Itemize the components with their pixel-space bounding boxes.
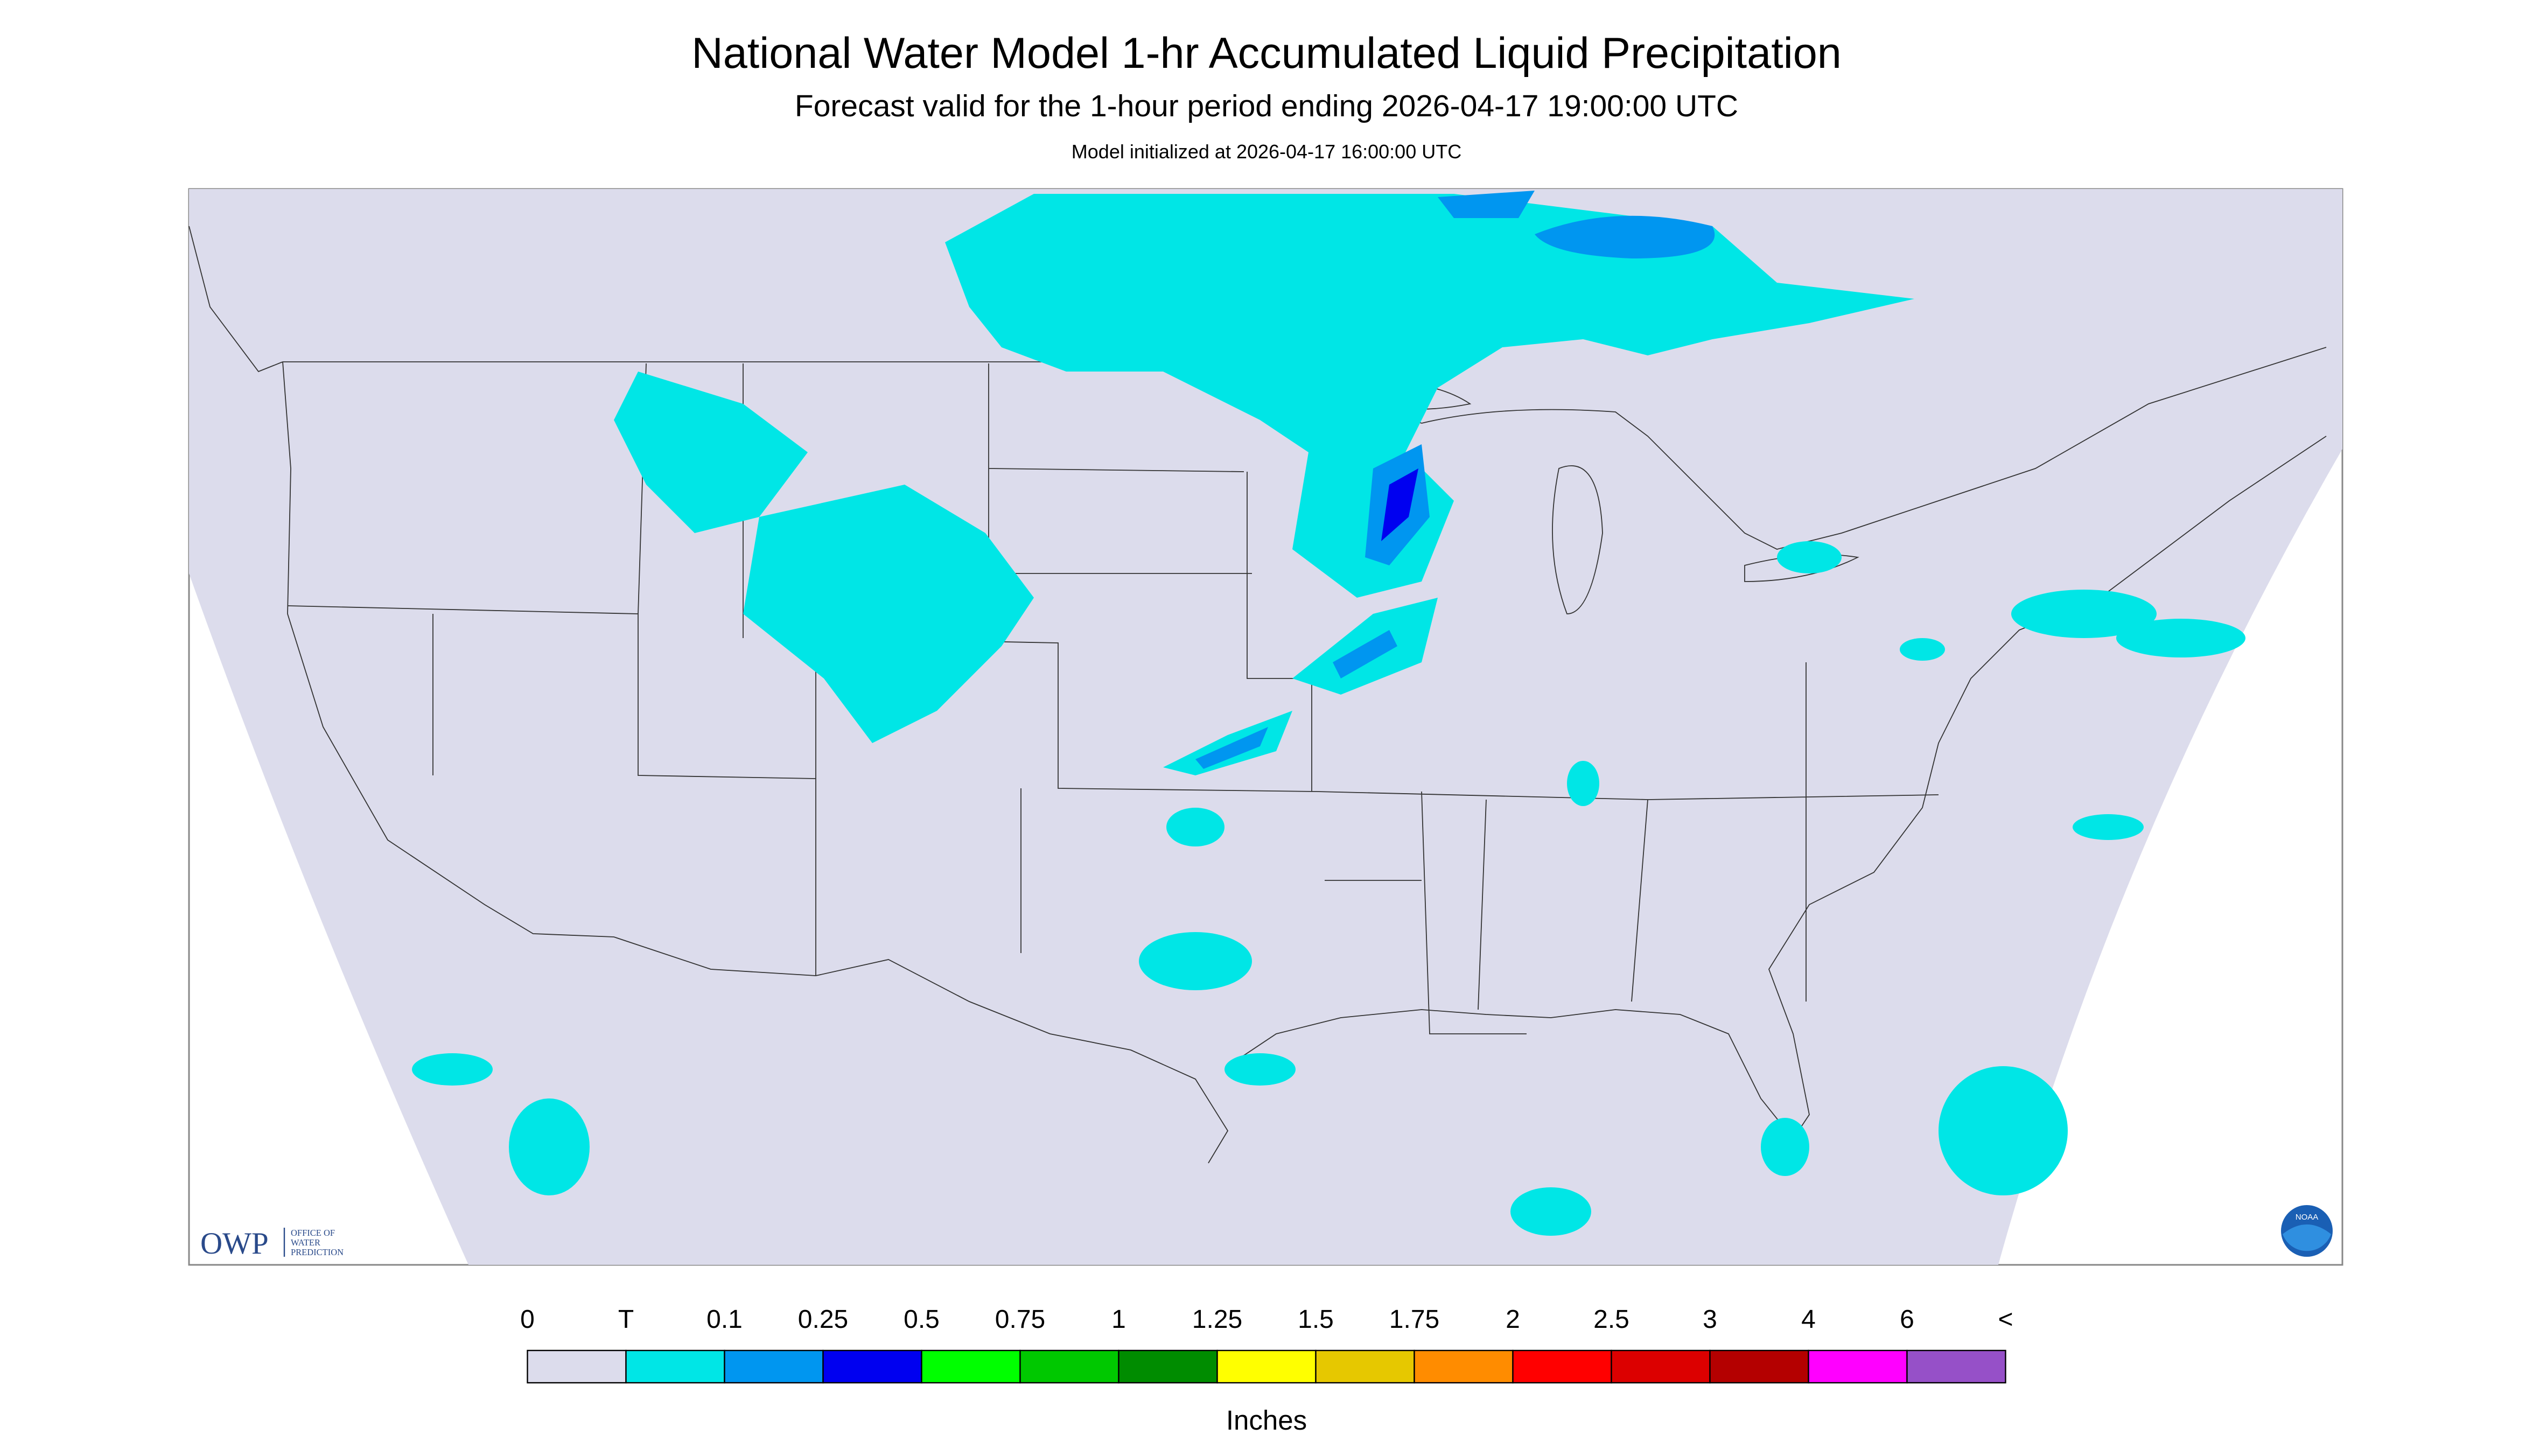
precip-area	[2116, 619, 2245, 658]
legend-label: 0.75	[995, 1305, 1045, 1334]
precip-area	[2011, 590, 2157, 639]
subtitle: Forecast valid for the 1-hour period end…	[795, 89, 1738, 123]
legend-label: 1.75	[1389, 1305, 1439, 1334]
noaa-wave	[2283, 1224, 2331, 1251]
owp-logo: OWP OFFICE OF WATER PREDICTION	[200, 1227, 344, 1261]
legend-swatch	[625, 1349, 725, 1384]
legend-swatch	[1118, 1349, 1218, 1384]
precip-area	[614, 372, 1034, 744]
legend: Inches 0 T 0.1 0.25 0.5 0.75 1 1.25 1.5 1.75 2 2.5 3…	[520, 1305, 2013, 1436]
legend-swatch	[1512, 1349, 1612, 1384]
precip-area	[1195, 444, 1430, 769]
legend-label: 2	[1506, 1305, 1520, 1334]
legend-swatch	[1315, 1349, 1415, 1384]
legend-label: 3	[1703, 1305, 1717, 1334]
precip-area	[945, 194, 1914, 598]
precip-area	[1381, 468, 1418, 542]
precip-area	[1900, 638, 1945, 661]
precip-area	[1438, 191, 1715, 259]
legend-label: 1.5	[1298, 1305, 1334, 1334]
legend-swatch	[1709, 1349, 1809, 1384]
legend-swatch	[1216, 1349, 1317, 1384]
precip-area	[412, 1053, 493, 1086]
legend-label: 2.5	[1593, 1305, 1629, 1334]
legend-label: 0.25	[798, 1305, 848, 1334]
precip-area	[2073, 814, 2144, 841]
precip-area	[509, 1098, 590, 1196]
legend-label: 1	[1111, 1305, 1126, 1334]
legend-swatch	[527, 1349, 627, 1384]
precip-area	[1166, 808, 1224, 847]
legend-label: 0.5	[904, 1305, 940, 1334]
title: National Water Model 1-hr Accumulated Li…	[691, 29, 1842, 78]
owp-name: PREDICTION	[291, 1247, 344, 1257]
init-note: Model initialized at 2026-04-17 16:00:00…	[1072, 141, 1461, 163]
legend-swatch	[822, 1349, 922, 1384]
precip-area	[1777, 541, 1842, 574]
legend-swatch	[1019, 1349, 1119, 1384]
great-lakes	[1421, 347, 2327, 550]
owp-logo-text: OWP	[200, 1227, 269, 1261]
legend-swatch	[921, 1349, 1021, 1384]
legend-swatch	[1808, 1349, 1908, 1384]
noaa-logo: NOAA	[2281, 1205, 2333, 1257]
legend-swatch	[1906, 1349, 2006, 1384]
precip-area	[1510, 1187, 1591, 1236]
noaa-text: NOAA	[2296, 1213, 2319, 1222]
precip-area	[1567, 761, 1599, 807]
owp-name: WATER	[291, 1237, 320, 1248]
precip-area	[1224, 1053, 1296, 1086]
legend-label: 0.1	[706, 1305, 743, 1334]
coast	[188, 226, 1229, 1164]
precip-area	[1761, 1118, 1809, 1177]
legend-label: 0	[520, 1305, 535, 1334]
legend-swatch	[1611, 1349, 1711, 1384]
legend-swatch	[1414, 1349, 1514, 1384]
legend-unit: Inches	[1226, 1405, 1307, 1436]
precip-area	[1939, 1066, 2068, 1196]
legend-label: <	[1998, 1305, 2013, 1334]
precip-area	[1139, 932, 1252, 991]
owp-name: OFFICE OF	[291, 1228, 335, 1238]
legend-label: T	[618, 1305, 634, 1334]
map: OWP OFFICE OF WATER PREDICTION NOAA	[188, 188, 2343, 1266]
legend-label: 4	[1801, 1305, 1816, 1334]
legend-swatch	[724, 1349, 824, 1384]
legend-label: 6	[1900, 1305, 1914, 1334]
precipitation	[412, 191, 2245, 1236]
legend-label: 1.25	[1192, 1305, 1242, 1334]
